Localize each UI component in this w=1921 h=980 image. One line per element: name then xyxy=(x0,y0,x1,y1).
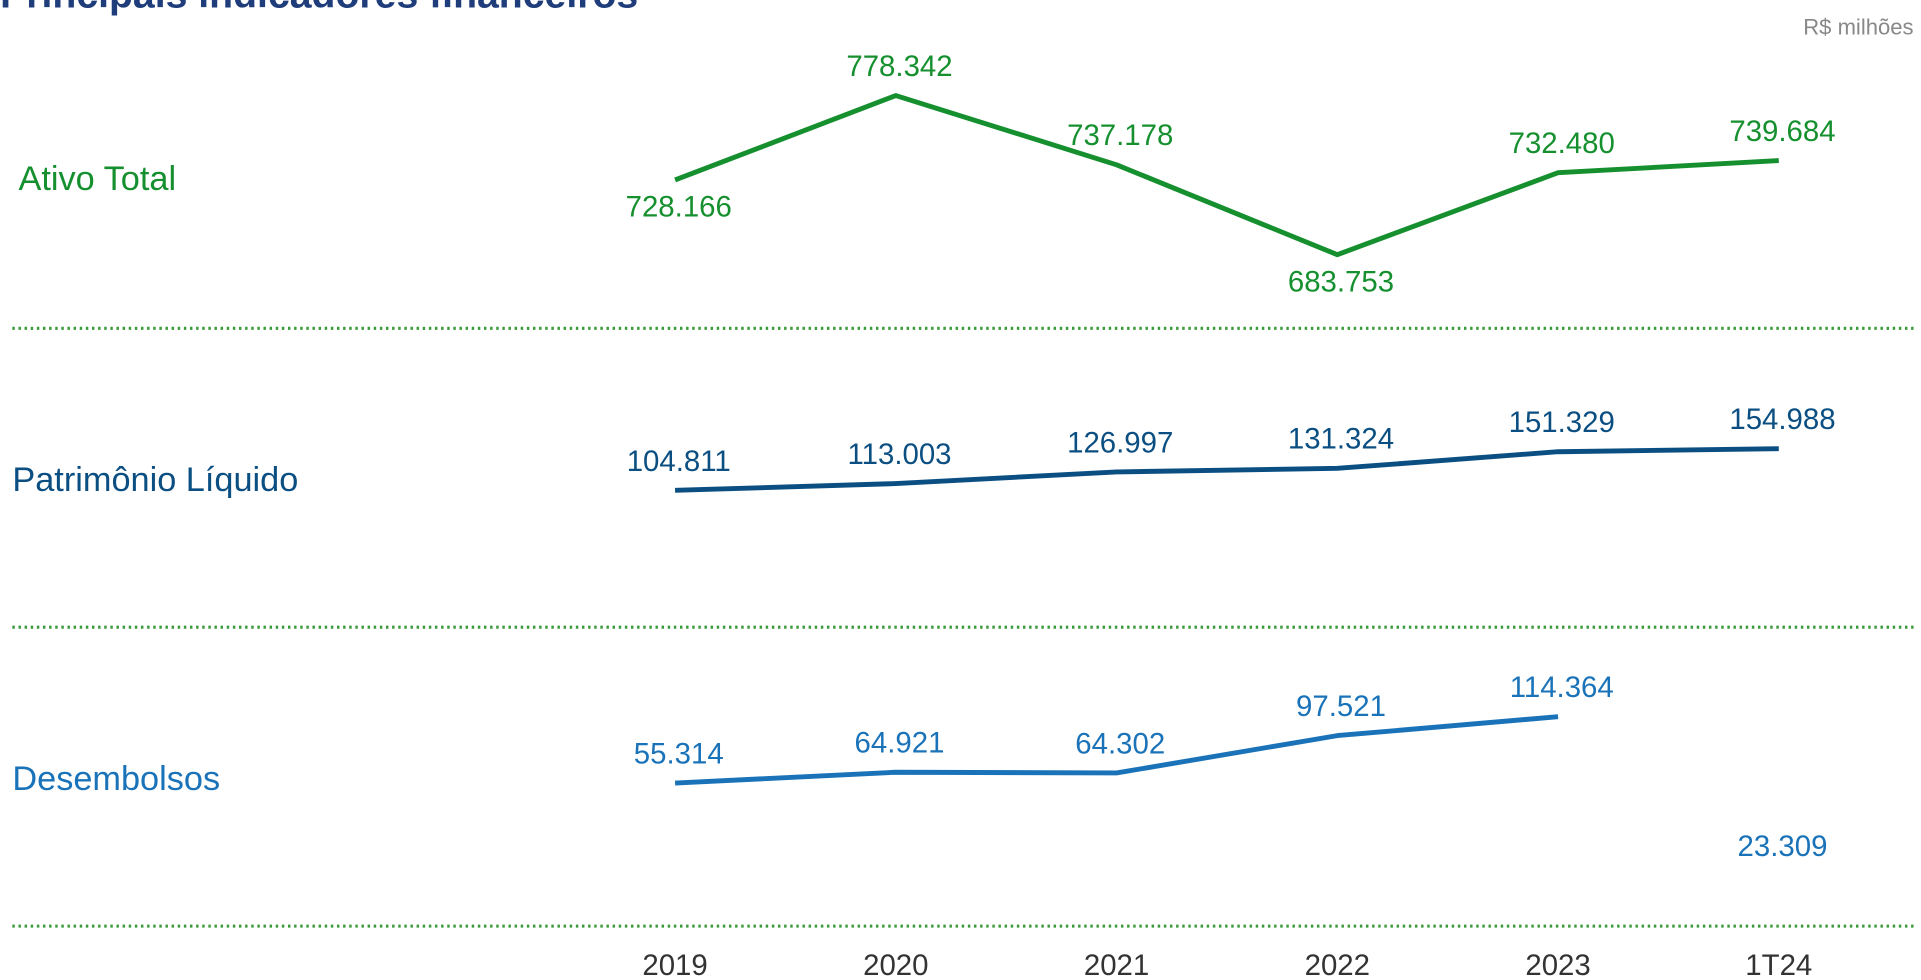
data-label: 732.480 xyxy=(1509,127,1615,160)
series-name: Desembolsos xyxy=(12,760,220,798)
data-label: 126.997 xyxy=(1067,426,1173,459)
x-tick-label: 2022 xyxy=(1305,949,1370,980)
unit-label: R$ milhões xyxy=(1803,14,1913,39)
x-tick-label: 1T24 xyxy=(1745,949,1812,980)
data-label: 23.309 xyxy=(1738,830,1828,863)
data-label: 131.324 xyxy=(1288,423,1394,456)
data-label: 737.178 xyxy=(1067,119,1173,152)
series-line xyxy=(674,446,1779,493)
data-label: 683.753 xyxy=(1288,265,1394,298)
x-tick-label: 2023 xyxy=(1525,949,1590,980)
data-label: 154.988 xyxy=(1729,403,1835,436)
data-label: 778.342 xyxy=(846,50,952,83)
data-label: 97.521 xyxy=(1296,690,1386,723)
series-name: Patrimônio Líquido xyxy=(12,461,298,499)
x-tick-label: 2020 xyxy=(863,949,928,980)
series-name: Ativo Total xyxy=(18,160,176,198)
data-label: 739.684 xyxy=(1729,115,1835,148)
data-label: 114.364 xyxy=(1510,671,1614,704)
data-label: 151.329 xyxy=(1509,406,1615,439)
data-label: 113.003 xyxy=(847,438,951,471)
x-tick-label: 2021 xyxy=(1084,949,1149,980)
data-label: 64.302 xyxy=(1075,727,1165,760)
series-line xyxy=(674,93,1779,258)
chart-title: Principais indicadores financeiros xyxy=(0,0,638,16)
data-label: 104.811 xyxy=(627,445,731,478)
series-line xyxy=(674,714,1559,786)
data-label: 55.314 xyxy=(634,737,724,770)
data-label: 64.921 xyxy=(855,727,945,760)
data-label: 728.166 xyxy=(626,191,732,224)
x-tick-label: 2019 xyxy=(642,949,707,980)
